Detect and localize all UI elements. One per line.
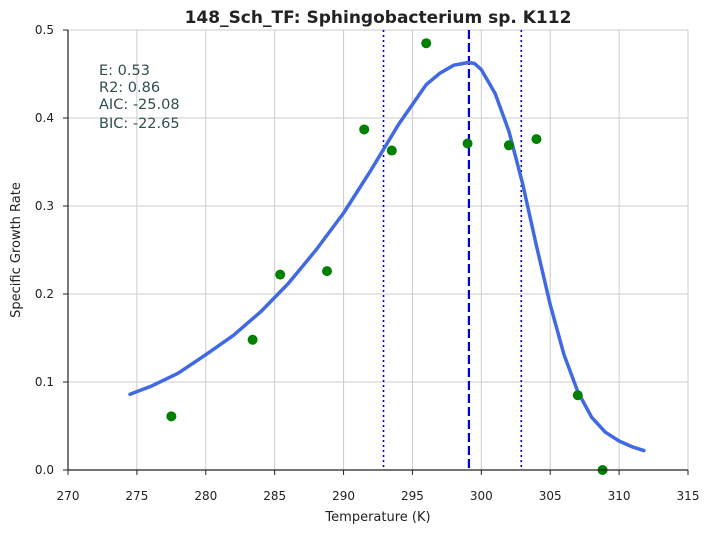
data-point [572, 390, 583, 401]
fit-curve [128, 60, 646, 453]
x-tick-label: 275 [125, 489, 148, 503]
x-tick-label: 285 [263, 489, 286, 503]
data-point [421, 38, 432, 49]
y-tick-label: 0.2 [35, 287, 54, 301]
data-point [322, 266, 333, 277]
x-tick-label: 300 [470, 489, 493, 503]
stat-r2: R2: 0.86 [99, 80, 160, 96]
y-tick-label: 0.0 [35, 463, 54, 477]
x-tick-label: 305 [539, 489, 562, 503]
x-tick-label: 280 [194, 489, 217, 503]
x-tick-label: 270 [57, 489, 80, 503]
y-tick-label: 0.1 [35, 375, 54, 389]
data-point [247, 334, 258, 345]
x-tick-label: 310 [608, 489, 631, 503]
data-point [386, 145, 397, 156]
y-tick-label: 0.5 [35, 23, 54, 37]
stat-aic: AIC: -25.08 [99, 97, 180, 113]
chart-title: 148_Sch_TF: Sphingobacterium sp. K112 [185, 8, 572, 28]
stat-bic: BIC: -22.65 [99, 116, 180, 132]
data-point [531, 134, 542, 145]
fit-curve-group [128, 60, 646, 453]
data-point [359, 124, 370, 135]
x-tick-label: 315 [677, 489, 700, 503]
reference-lines [382, 30, 523, 470]
y-tick-label: 0.3 [35, 199, 54, 213]
data-point [462, 138, 473, 149]
data-point [275, 269, 286, 280]
stat-e: E: 0.53 [99, 63, 150, 79]
grid [68, 29, 689, 470]
axes [63, 29, 689, 475]
x-axis-label: Temperature (K) [324, 510, 430, 525]
x-tick-label: 290 [332, 489, 355, 503]
tick-labels: 270 275 280 285 290 295 300 305 310 315 0.0 0.1 0.2 0… [35, 23, 700, 503]
y-tick-label: 0.4 [35, 111, 54, 125]
data-points [166, 38, 608, 475]
fit-statistics: E: 0.53 R2: 0.86 AIC: -25.08 BIC: -22.65 [99, 63, 180, 132]
data-point [166, 411, 177, 422]
y-axis-label: Specific Growth Rate [9, 182, 24, 318]
x-tick-label: 295 [401, 489, 424, 503]
data-point [503, 140, 514, 151]
